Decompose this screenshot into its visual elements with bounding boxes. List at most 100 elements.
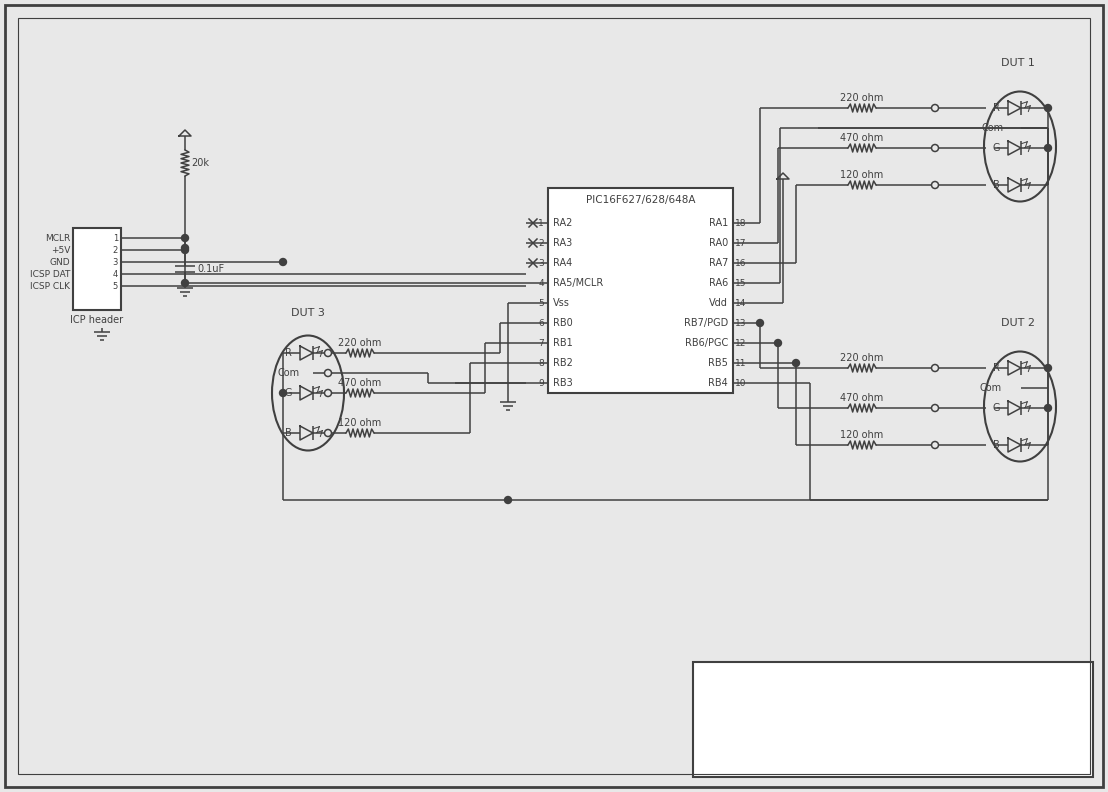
Text: RGB LED Tester: RGB LED Tester <box>807 680 979 700</box>
Text: RB5: RB5 <box>708 358 728 368</box>
Text: 3: 3 <box>538 258 544 268</box>
Circle shape <box>1045 405 1051 412</box>
Text: Vss: Vss <box>553 298 570 308</box>
Text: Sheet: Sheet <box>891 712 920 722</box>
Text: 120 ohm: 120 ohm <box>338 418 381 428</box>
Circle shape <box>774 340 781 347</box>
Text: 470 ohm: 470 ohm <box>840 393 883 403</box>
Circle shape <box>932 181 938 188</box>
Text: ICSP DAT: ICSP DAT <box>30 269 70 279</box>
Circle shape <box>1045 364 1051 371</box>
Text: 1 of 1: 1 of 1 <box>973 725 1013 739</box>
Circle shape <box>182 280 188 287</box>
Text: 10: 10 <box>735 379 747 387</box>
Text: Com: Com <box>278 368 300 378</box>
Text: 2: 2 <box>538 238 544 248</box>
Text: DUT 1: DUT 1 <box>1001 58 1035 68</box>
Text: 5: 5 <box>113 281 117 291</box>
Text: 15: 15 <box>735 279 747 287</box>
Text: B: B <box>993 180 999 190</box>
Text: RB4: RB4 <box>708 378 728 388</box>
Text: 12: 12 <box>735 338 747 348</box>
Circle shape <box>182 245 188 252</box>
Text: 16: 16 <box>735 258 747 268</box>
Text: DUT 3: DUT 3 <box>291 308 325 318</box>
Circle shape <box>792 360 800 367</box>
Text: 3: 3 <box>113 257 117 266</box>
Text: RB3: RB3 <box>553 378 573 388</box>
Text: 2: 2 <box>113 246 117 254</box>
Circle shape <box>279 390 287 397</box>
Text: 5: 5 <box>538 299 544 307</box>
Text: +5V: +5V <box>51 246 70 254</box>
Text: 7: 7 <box>538 338 544 348</box>
Text: RB6/PGC: RB6/PGC <box>685 338 728 348</box>
Text: 8: 8 <box>538 359 544 367</box>
Text: 220 ohm: 220 ohm <box>840 93 884 103</box>
Text: G: G <box>993 143 999 153</box>
Text: 1: 1 <box>849 725 858 739</box>
Text: 18: 18 <box>735 219 747 227</box>
Circle shape <box>325 390 331 397</box>
Bar <box>692 662 1092 777</box>
Bar <box>73 228 121 310</box>
Circle shape <box>325 429 331 436</box>
Text: 120 ohm: 120 ohm <box>840 170 883 180</box>
Text: ICP header: ICP header <box>71 315 124 325</box>
Text: 220 ohm: 220 ohm <box>338 338 381 348</box>
Text: 120 ohm: 120 ohm <box>840 430 883 440</box>
Text: 220 ohm: 220 ohm <box>840 353 884 363</box>
Text: Title: Title <box>697 664 718 674</box>
Text: DUT 2: DUT 2 <box>1001 318 1035 328</box>
Text: 6: 6 <box>538 318 544 328</box>
Circle shape <box>1045 105 1051 112</box>
Text: Vdd: Vdd <box>709 298 728 308</box>
Text: RA2: RA2 <box>553 218 573 228</box>
Circle shape <box>325 349 331 356</box>
Text: RB0: RB0 <box>553 318 573 328</box>
Circle shape <box>1045 144 1051 151</box>
Text: B: B <box>993 440 999 450</box>
Text: 20k: 20k <box>191 158 209 168</box>
Text: 470 ohm: 470 ohm <box>338 378 381 388</box>
Bar <box>548 188 733 393</box>
Text: 4: 4 <box>113 269 117 279</box>
Text: RA5/MCLR: RA5/MCLR <box>553 278 603 288</box>
Circle shape <box>932 105 938 112</box>
Text: ICSP CLK: ICSP CLK <box>30 281 70 291</box>
Text: Com: Com <box>982 123 1004 133</box>
Text: RB1: RB1 <box>553 338 573 348</box>
Circle shape <box>325 370 331 376</box>
Circle shape <box>932 405 938 412</box>
Circle shape <box>932 144 938 151</box>
Circle shape <box>932 441 938 448</box>
Circle shape <box>182 234 188 242</box>
Text: RA4: RA4 <box>553 258 572 268</box>
Text: RA3: RA3 <box>553 238 572 248</box>
Text: 0.1uF: 0.1uF <box>197 264 224 274</box>
Text: Rev.: Rev. <box>821 712 841 722</box>
Text: 4: 4 <box>538 279 544 287</box>
Text: 470 ohm: 470 ohm <box>840 133 883 143</box>
Text: Date: Date <box>697 712 720 722</box>
Text: R: R <box>993 103 999 113</box>
Text: 1: 1 <box>538 219 544 227</box>
Text: GND: GND <box>50 257 70 266</box>
Text: Com: Com <box>979 383 1002 393</box>
Circle shape <box>504 497 512 504</box>
Text: PIC16F627/628/648A: PIC16F627/628/648A <box>586 195 695 205</box>
Text: RA1: RA1 <box>709 218 728 228</box>
Text: RA6: RA6 <box>709 278 728 288</box>
Text: B: B <box>285 428 291 438</box>
Text: RA7: RA7 <box>709 258 728 268</box>
Text: G: G <box>285 388 291 398</box>
Text: MCLR: MCLR <box>44 234 70 242</box>
Text: RB7/PGD: RB7/PGD <box>684 318 728 328</box>
Text: 17: 17 <box>735 238 747 248</box>
Circle shape <box>932 364 938 371</box>
Text: G: G <box>993 403 999 413</box>
Text: R: R <box>285 348 291 358</box>
Text: RB2: RB2 <box>553 358 573 368</box>
Text: 9: 9 <box>538 379 544 387</box>
Text: 13: 13 <box>735 318 747 328</box>
